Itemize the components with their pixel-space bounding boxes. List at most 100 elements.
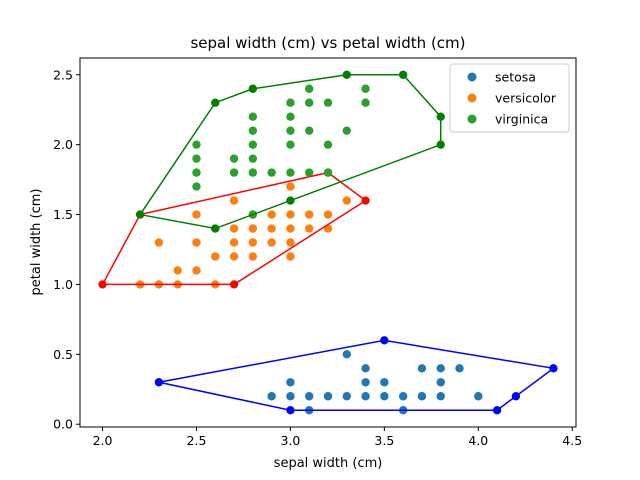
setosa-point <box>455 364 464 373</box>
chart-title: sepal width (cm) vs petal width (cm) <box>190 34 465 52</box>
virginica-hull-vertex <box>436 140 445 149</box>
setosa-point <box>436 364 445 373</box>
versicolor-hull-vertex <box>361 196 370 205</box>
setosa-point <box>267 392 276 401</box>
versicolor-point <box>248 238 258 247</box>
versicolor-point <box>286 224 295 233</box>
virginica-point <box>286 112 295 121</box>
y-tick-label: 2.5 <box>53 67 73 82</box>
virginica-point <box>342 126 351 135</box>
y-tick-label: 0.5 <box>53 347 73 362</box>
y-tick-label: 1.0 <box>53 277 73 292</box>
setosa-point <box>323 392 333 401</box>
setosa-hull-vertex <box>549 364 558 373</box>
setosa-point <box>305 392 314 401</box>
versicolor-point <box>286 182 295 191</box>
setosa-point <box>342 392 351 401</box>
setosa-point <box>380 392 389 401</box>
virginica-point <box>323 98 333 107</box>
setosa-point <box>436 392 445 401</box>
versicolor-point <box>286 238 295 247</box>
virginica-point <box>323 168 333 177</box>
versicolor-point <box>267 224 276 233</box>
setosa-point <box>398 392 408 401</box>
setosa-hull-vertex <box>493 406 502 415</box>
versicolor-point <box>192 266 201 275</box>
y-tick-label: 0.0 <box>53 417 73 432</box>
versicolor-point <box>248 224 258 233</box>
versicolor-point <box>267 238 276 247</box>
virginica-point <box>323 140 333 149</box>
virginica-point <box>305 168 314 177</box>
virginica-point <box>361 98 370 107</box>
setosa-point <box>417 364 427 373</box>
virginica-hull-vertex <box>211 98 220 107</box>
virginica-point <box>305 84 314 93</box>
virginica-point <box>192 154 201 163</box>
series-setosa <box>154 336 558 415</box>
x-tick-label: 2.0 <box>93 433 113 448</box>
virginica-point <box>229 168 239 177</box>
setosa-hull-vertex <box>286 406 295 415</box>
x-tick-label: 4.5 <box>562 433 582 448</box>
axes-frame <box>79 57 577 428</box>
legend-marker-setosa <box>467 72 477 82</box>
versicolor-hull-line <box>101 171 367 286</box>
setosa-point <box>286 392 295 401</box>
virginica-point <box>286 126 295 135</box>
plot-area <box>98 70 558 415</box>
virginica-point <box>305 126 314 135</box>
setosa-point <box>380 378 389 387</box>
versicolor-point <box>192 238 201 247</box>
versicolor-point <box>173 266 182 275</box>
legend-marker-virginica <box>467 114 477 124</box>
versicolor-point <box>305 210 314 219</box>
versicolor-point <box>229 224 239 233</box>
legend-box <box>449 63 570 133</box>
virginica-point <box>248 126 258 135</box>
virginica-hull-vertex <box>436 112 445 121</box>
versicolor-point <box>229 238 239 247</box>
virginica-point <box>286 168 295 177</box>
versicolor-point <box>323 210 333 219</box>
virginica-hull-vertex <box>248 84 257 93</box>
versicolor-point <box>211 252 220 261</box>
versicolor-point <box>248 252 258 261</box>
y-axis-label: petal width (cm) <box>29 189 44 296</box>
y-tick-label: 1.5 <box>53 207 73 222</box>
setosa-hull-vertex <box>511 392 520 401</box>
virginica-point <box>286 98 295 107</box>
legend-marker-versicolor <box>467 93 477 103</box>
setosa-point <box>342 350 351 359</box>
setosa-point <box>286 378 295 387</box>
virginica-hull-vertex <box>342 70 351 79</box>
virginica-point <box>192 182 201 191</box>
setosa-hull-vertex <box>380 336 389 345</box>
virginica-point <box>361 84 370 93</box>
versicolor-point <box>305 224 314 233</box>
x-tick-label: 3.0 <box>280 433 300 448</box>
x-axis-label: sepal width (cm) <box>274 456 383 471</box>
versicolor-point <box>286 252 295 261</box>
x-tick-label: 2.5 <box>187 433 207 448</box>
setosa-point <box>417 392 427 401</box>
virginica-point <box>248 154 258 163</box>
setosa-point <box>436 378 445 387</box>
virginica-point <box>192 140 201 149</box>
virginica-hull-vertex <box>136 210 145 219</box>
virginica-hull-vertex <box>399 70 408 79</box>
virginica-point <box>248 140 258 149</box>
versicolor-hull-vertex <box>230 280 239 289</box>
legend: setosa versicolor virginica <box>449 63 570 133</box>
x-tick-label: 4.0 <box>468 433 488 448</box>
setosa-point <box>361 378 370 387</box>
versicolor-point <box>342 196 351 205</box>
versicolor-point <box>267 210 276 219</box>
setosa-point <box>361 392 370 401</box>
versicolor-point <box>192 210 201 219</box>
x-axis-ticks: 2.0 2.5 3.0 3.5 4.0 4.5 <box>93 427 582 448</box>
setosa-point <box>361 364 370 373</box>
y-tick-label: 2.0 <box>53 137 73 152</box>
legend-label-virginica: virginica <box>495 112 548 127</box>
virginica-point <box>305 98 314 107</box>
